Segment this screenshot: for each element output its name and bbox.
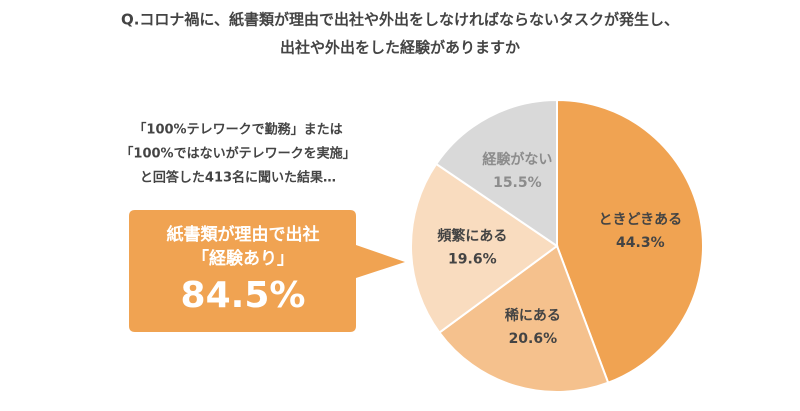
callout-text: 「経験あり」 [192, 248, 294, 269]
slice-label: ときどきある [599, 212, 683, 228]
slice-value: 44.3% [616, 235, 665, 251]
callout-value: 84.5% [181, 275, 306, 316]
pie-slice [438, 244, 610, 393]
pie-slice [556, 98, 704, 385]
note: 「100%テレワークで勤務」または [133, 122, 342, 138]
pie-slice [434, 98, 558, 248]
slice-value: 20.6% [509, 331, 558, 347]
slice-value: 15.5% [493, 175, 542, 191]
callout-text: 紙書類が理由で出社 [167, 224, 320, 245]
callout-box [129, 210, 405, 332]
slice-value: 19.6% [448, 252, 497, 268]
slice-label: 稀にある [505, 307, 561, 324]
title: Q.コロナ禍に、紙書類が理由で出社や外出をしなければならないタスクが発生し、 [121, 11, 679, 29]
slice-label: 頻繁にある [437, 228, 507, 245]
title: 出社や外出をした経験がありますか [280, 39, 520, 57]
slice-label: 経験がない [482, 151, 552, 168]
note: と回答した413名に聞いた結果… [140, 170, 336, 186]
note: 「100%ではないがテレワークを実施」 [120, 146, 355, 162]
pie-slice [410, 162, 559, 334]
